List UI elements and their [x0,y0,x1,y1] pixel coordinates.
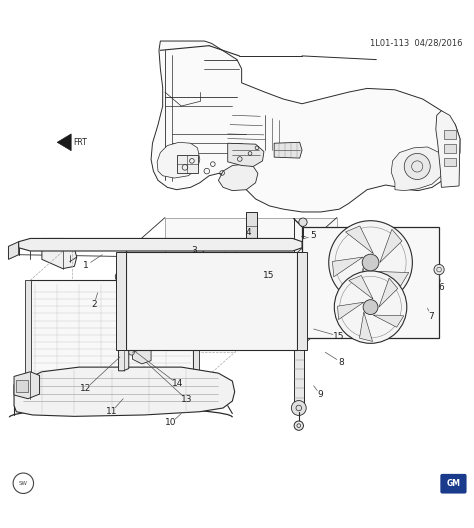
Text: 10: 10 [165,418,177,427]
Circle shape [116,321,126,330]
Polygon shape [379,278,398,307]
Polygon shape [228,143,264,166]
Circle shape [404,154,430,180]
Text: 1: 1 [83,261,89,270]
Text: 9: 9 [318,391,323,400]
Text: 6: 6 [438,282,444,292]
Text: 11: 11 [106,407,118,416]
Polygon shape [358,268,373,302]
Bar [444,130,456,138]
Text: 15: 15 [263,271,274,280]
Polygon shape [349,276,373,299]
Bar [302,227,439,338]
Bar [292,252,306,258]
Bar [49,244,72,249]
Polygon shape [177,155,198,173]
Text: 15: 15 [333,332,344,341]
FancyBboxPatch shape [441,475,466,493]
Bar [297,252,307,350]
Polygon shape [332,257,363,277]
Circle shape [334,271,407,343]
Polygon shape [380,229,402,262]
Text: 3: 3 [191,246,197,254]
Circle shape [365,279,376,290]
Polygon shape [274,142,302,158]
Text: FRT: FRT [73,138,87,147]
Polygon shape [373,315,404,327]
Bar [95,244,118,249]
Circle shape [434,265,444,275]
Polygon shape [157,142,200,178]
Polygon shape [151,41,460,212]
Bar [116,252,127,350]
Text: 13: 13 [181,395,192,404]
Polygon shape [337,302,364,319]
Bar [444,158,456,166]
Text: 4: 4 [246,229,251,238]
Polygon shape [374,271,409,286]
Circle shape [299,218,307,227]
Polygon shape [391,147,444,191]
Circle shape [363,300,378,315]
Text: 12: 12 [81,384,91,393]
Polygon shape [42,239,77,269]
Polygon shape [346,226,374,253]
Polygon shape [30,280,193,390]
Bar [155,244,179,249]
Polygon shape [9,242,18,259]
Polygon shape [359,312,373,342]
Bar [444,144,456,153]
Circle shape [193,249,204,260]
Text: 1L01-113  04/28/2016: 1L01-113 04/28/2016 [370,39,462,48]
Circle shape [115,271,127,282]
Text: 7: 7 [428,312,434,320]
Bar [25,280,31,390]
Bar [16,380,28,392]
Circle shape [294,421,303,430]
Polygon shape [14,372,39,399]
Polygon shape [165,218,337,315]
Polygon shape [126,252,297,350]
Circle shape [329,221,412,304]
Circle shape [362,254,379,271]
Polygon shape [132,336,151,364]
Circle shape [129,350,134,355]
Circle shape [292,401,306,416]
Bar [246,212,256,240]
Text: 2: 2 [91,300,97,309]
Bar [216,244,239,249]
Polygon shape [57,134,71,150]
Bar [294,254,304,412]
Circle shape [296,281,308,292]
Bar [193,280,200,390]
Polygon shape [18,239,302,251]
Text: SW: SW [19,481,28,486]
Text: 14: 14 [172,379,183,389]
Polygon shape [118,332,129,371]
Bar [364,271,377,304]
Text: 5: 5 [311,231,317,240]
Polygon shape [219,164,258,191]
Text: 8: 8 [338,358,345,367]
Polygon shape [436,111,460,187]
Polygon shape [14,367,235,417]
Text: GM: GM [447,479,460,488]
